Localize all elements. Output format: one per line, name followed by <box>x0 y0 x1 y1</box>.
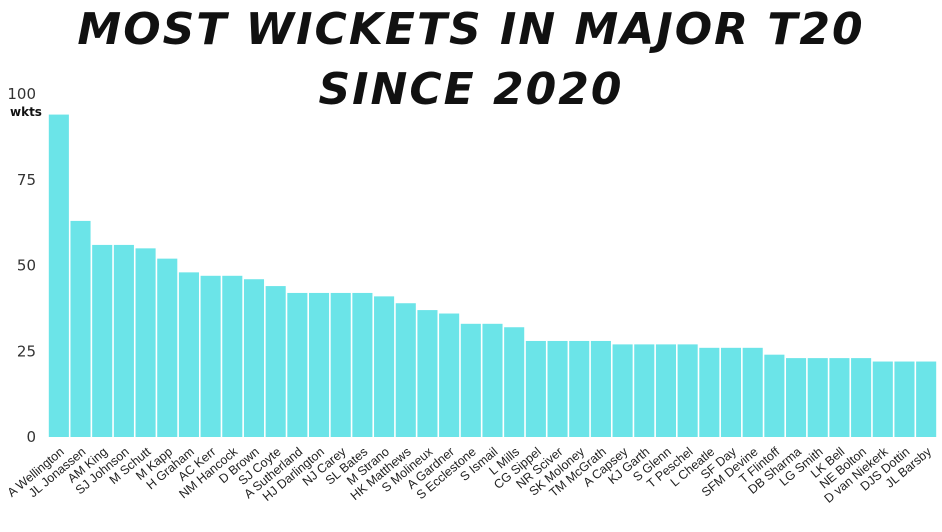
bar <box>222 275 243 437</box>
bar <box>92 244 113 437</box>
bar <box>872 361 893 437</box>
bar <box>70 220 91 437</box>
bar <box>916 361 937 437</box>
bar <box>352 292 373 437</box>
bar <box>764 354 785 437</box>
y-tick-label: 100 <box>7 85 36 103</box>
bar <box>200 275 221 437</box>
bars <box>48 114 937 437</box>
y-tick-label: 25 <box>17 342 36 360</box>
bar <box>786 358 807 437</box>
bar <box>677 344 698 437</box>
bar <box>894 361 915 437</box>
bar <box>395 303 416 437</box>
bar <box>287 292 308 437</box>
bar <box>851 358 872 437</box>
y-tick-label: 75 <box>17 171 36 189</box>
bar <box>374 296 395 437</box>
bar <box>135 248 156 437</box>
bar <box>612 344 633 437</box>
bar <box>460 323 481 437</box>
bar <box>308 292 330 437</box>
bar <box>243 279 265 437</box>
bar <box>265 286 286 437</box>
bar <box>655 344 677 437</box>
bar <box>482 323 503 437</box>
bar <box>699 347 720 437</box>
bar <box>48 114 69 437</box>
bar <box>569 340 590 437</box>
bar <box>439 313 460 437</box>
y-tick-label: 0 <box>26 428 36 446</box>
bar <box>720 347 742 437</box>
bar <box>417 310 438 437</box>
bar <box>829 358 850 437</box>
bar <box>504 327 525 437</box>
bar <box>590 340 611 437</box>
chart-title: MOST WICKETS IN MAJOR T20 SINCE 2020 <box>77 4 865 115</box>
bar <box>330 292 351 437</box>
bar <box>807 358 828 437</box>
y-axis-unit-label: wkts <box>10 105 42 119</box>
bar <box>178 272 199 437</box>
bar <box>547 340 568 437</box>
bar <box>634 344 655 437</box>
bar <box>742 347 763 437</box>
y-tick-label: 50 <box>17 257 36 275</box>
bar <box>157 258 178 437</box>
bar <box>113 244 134 437</box>
y-axis: 0 25 50 75 100 <box>7 85 36 446</box>
bar <box>525 340 546 437</box>
